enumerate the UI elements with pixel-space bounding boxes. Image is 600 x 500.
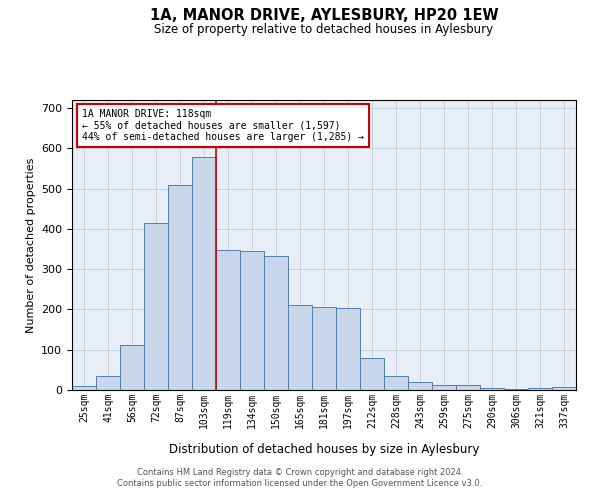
Bar bbox=[216, 250, 240, 390]
Text: Size of property relative to detached houses in Aylesbury: Size of property relative to detached ho… bbox=[154, 22, 494, 36]
Bar bbox=[360, 358, 384, 390]
Bar bbox=[528, 388, 552, 390]
Bar bbox=[384, 376, 408, 390]
Bar bbox=[312, 306, 336, 390]
Text: 1A MANOR DRIVE: 118sqm
← 55% of detached houses are smaller (1,597)
44% of semi-: 1A MANOR DRIVE: 118sqm ← 55% of detached… bbox=[82, 108, 364, 142]
Y-axis label: Number of detached properties: Number of detached properties bbox=[26, 158, 35, 332]
Bar bbox=[120, 345, 144, 390]
Bar bbox=[432, 385, 456, 390]
Bar bbox=[240, 251, 264, 390]
Bar bbox=[552, 387, 576, 390]
Bar bbox=[504, 389, 528, 390]
Bar bbox=[288, 304, 312, 390]
Text: Distribution of detached houses by size in Aylesbury: Distribution of detached houses by size … bbox=[169, 442, 479, 456]
Bar bbox=[408, 382, 432, 390]
Bar bbox=[192, 157, 216, 390]
Text: Contains HM Land Registry data © Crown copyright and database right 2024.
Contai: Contains HM Land Registry data © Crown c… bbox=[118, 468, 482, 487]
Bar bbox=[168, 184, 192, 390]
Bar bbox=[456, 385, 480, 390]
Bar bbox=[144, 223, 168, 390]
Bar bbox=[72, 386, 96, 390]
Bar bbox=[336, 308, 360, 390]
Bar bbox=[96, 376, 120, 390]
Bar bbox=[480, 388, 504, 390]
Text: 1A, MANOR DRIVE, AYLESBURY, HP20 1EW: 1A, MANOR DRIVE, AYLESBURY, HP20 1EW bbox=[149, 8, 499, 22]
Bar bbox=[264, 256, 288, 390]
